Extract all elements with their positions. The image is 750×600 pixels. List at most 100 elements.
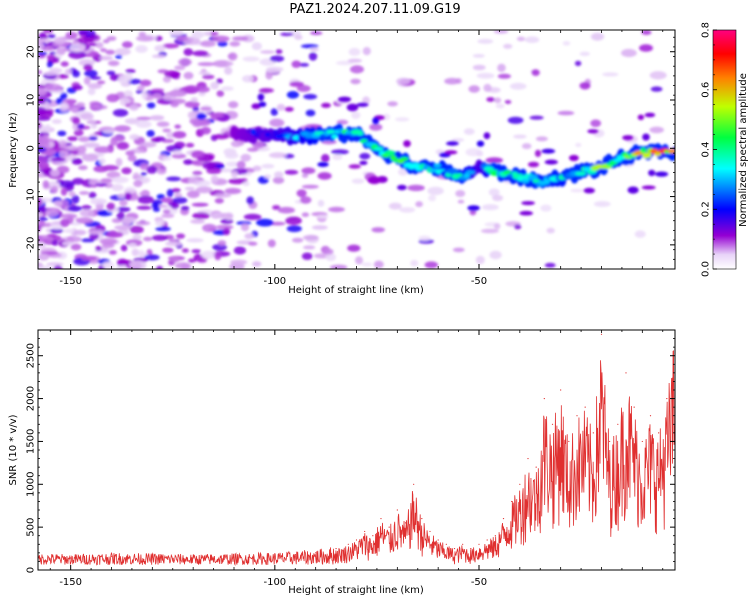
noise-blob: [139, 163, 149, 171]
noise-blob: [76, 145, 87, 154]
noise-blob: [47, 34, 56, 39]
noise-blob: [60, 61, 69, 67]
noise-blob: [398, 168, 408, 176]
noise-blob: [191, 202, 209, 207]
noise-blob: [121, 167, 132, 175]
noise-blob: [131, 248, 139, 257]
snr-point: [666, 397, 668, 400]
y-tick-label: 1500: [26, 429, 37, 454]
noise-blob: [102, 261, 115, 269]
noise-blob: [321, 154, 330, 163]
noise-blob: [111, 176, 129, 184]
noise-blob: [246, 147, 259, 152]
signal-side-blob: [534, 149, 542, 157]
signal-core-blob: [527, 174, 539, 181]
noise-blob: [286, 225, 302, 233]
noise-blob: [53, 265, 63, 269]
noise-blob: [127, 154, 137, 162]
noise-blob: [192, 170, 203, 176]
noise-blob: [171, 153, 187, 159]
snr-point: [294, 553, 296, 556]
noise-blob: [184, 101, 200, 108]
noise-blob: [151, 93, 163, 98]
noise-blob: [137, 250, 145, 257]
noise-blob: [190, 219, 206, 224]
noise-blob: [273, 171, 284, 178]
noise-blob: [99, 238, 118, 245]
noise-blob: [218, 168, 233, 173]
noise-blob: [71, 158, 83, 165]
snr-point: [70, 557, 72, 559]
noise-blob: [482, 204, 499, 211]
snr-point: [658, 432, 660, 434]
noise-blob: [291, 60, 302, 68]
signal-core-blob: [654, 152, 662, 157]
noise-blob: [201, 31, 212, 37]
noise-blob: [69, 43, 86, 52]
noise-blob: [224, 187, 242, 195]
noise-blob: [427, 186, 444, 196]
noise-blob: [106, 70, 116, 76]
noise-blob: [641, 30, 652, 35]
noise-blob: [169, 238, 176, 243]
noise-blob: [181, 248, 189, 253]
noise-blob: [202, 74, 215, 80]
noise-blob: [88, 42, 97, 47]
noise-blob: [264, 174, 272, 179]
signal-side-blob: [346, 103, 359, 112]
noise-blob: [170, 202, 180, 210]
noise-blob: [162, 76, 172, 83]
noise-blob: [125, 150, 135, 156]
noise-blob: [301, 167, 316, 174]
noise-blob: [51, 119, 62, 124]
noise-blob: [135, 120, 152, 128]
noise-blob: [111, 184, 124, 192]
signal-core-blob: [521, 178, 530, 183]
snr-y-label: SNR (10 * v/v): [8, 414, 19, 485]
noise-blob: [76, 102, 86, 108]
signal-side-blob: [359, 160, 368, 165]
noise-blob: [161, 197, 174, 203]
noise-blob: [292, 237, 304, 243]
noise-blob: [129, 104, 139, 111]
noise-blob: [138, 192, 150, 196]
noise-blob: [83, 142, 100, 148]
snr-point: [470, 547, 472, 550]
x-tick-label: -100: [263, 577, 286, 588]
signal-core-blob: [503, 170, 512, 175]
noise-blob: [181, 262, 190, 269]
noise-blob: [280, 32, 294, 37]
noise-blob: [155, 226, 171, 232]
noise-blob: [119, 199, 128, 207]
noise-blob: [217, 41, 228, 47]
noise-blob: [236, 160, 246, 169]
noise-blob: [200, 106, 212, 111]
noise-blob: [165, 241, 183, 247]
noise-blob: [174, 192, 183, 199]
noise-blob: [269, 118, 285, 128]
noise-blob: [93, 165, 109, 173]
noise-blob: [316, 214, 329, 219]
signal-side-blob: [483, 132, 491, 140]
chart-title: PAZ1.2024.207.11.09.G19: [289, 2, 461, 17]
noise-blob: [480, 228, 499, 234]
x-tick-label: -150: [59, 276, 82, 287]
noise-blob: [214, 133, 229, 140]
noise-blob: [95, 182, 108, 187]
signal-side-blob: [321, 102, 331, 108]
noise-blob: [535, 136, 548, 142]
noise-blob: [593, 201, 611, 207]
noise-blob: [516, 36, 526, 42]
noise-blob: [73, 229, 87, 236]
noise-blob: [38, 38, 51, 43]
noise-blob: [242, 181, 250, 187]
noise-blob: [495, 103, 505, 109]
noise-blob: [62, 228, 78, 234]
noise-blob: [94, 146, 112, 154]
snr-point: [486, 539, 488, 541]
snr-point: [543, 397, 545, 400]
noise-blob: [350, 78, 361, 85]
noise-blob: [61, 241, 74, 246]
snr-point: [519, 483, 521, 485]
noise-blob: [106, 202, 116, 211]
